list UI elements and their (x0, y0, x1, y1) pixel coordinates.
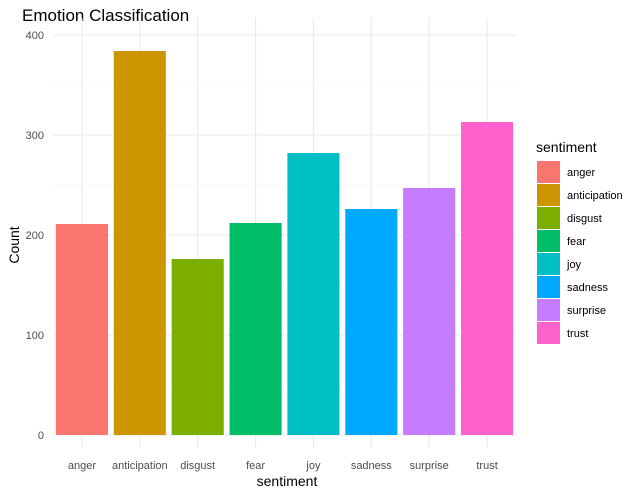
x-tick-label: surprise (410, 460, 449, 472)
legend-label: fear (567, 236, 586, 248)
x-tick-label: disgust (180, 460, 215, 472)
y-axis-ticks: 0 100 200 300 400 (26, 30, 44, 442)
legend-label: anger (567, 167, 595, 179)
x-axis-title: sentiment (257, 473, 318, 489)
legend-label: surprise (567, 305, 606, 317)
y-tick-label: 200 (26, 230, 44, 242)
legend-swatch (537, 207, 560, 229)
bar-surprise (403, 188, 456, 435)
y-tick-label: 400 (26, 30, 44, 42)
bars (55, 51, 514, 435)
bar-anticipation (113, 51, 166, 435)
legend-swatch (537, 253, 560, 275)
legend-label: disgust (567, 213, 602, 225)
legend-label: trust (567, 328, 588, 340)
bar-joy (287, 153, 340, 435)
legend-swatch (537, 161, 560, 183)
bar-fear (229, 223, 282, 435)
x-tick-label: sadness (351, 460, 392, 472)
chart-title: Emotion Classification (22, 6, 189, 25)
legend-label: joy (566, 259, 582, 271)
x-tick-label: anger (68, 460, 96, 472)
bar-sadness (345, 209, 398, 435)
bar-trust (461, 122, 514, 435)
x-tick-label: joy (305, 460, 321, 472)
legend-swatch (537, 276, 560, 298)
bar-anger (55, 224, 108, 435)
legend-swatch (537, 299, 560, 321)
legend-swatch (537, 184, 560, 206)
y-tick-label: 100 (26, 330, 44, 342)
y-tick-label: 0 (38, 430, 44, 442)
legend-swatch (537, 230, 560, 252)
x-axis-ticks: anger anticipation disgust fear joy sadness su… (68, 460, 498, 472)
legend-swatch (537, 322, 560, 344)
legend-label: anticipation (567, 190, 623, 202)
x-tick-label: anticipation (112, 460, 168, 472)
legend: sentiment anger anticipation disgust fear jo… (536, 139, 623, 344)
bar-disgust (171, 259, 224, 435)
x-tick-label: fear (246, 460, 265, 472)
legend-label: sadness (567, 282, 608, 294)
y-axis-title: Count (6, 226, 22, 263)
legend-title: sentiment (536, 139, 597, 155)
y-tick-label: 300 (26, 130, 44, 142)
x-tick-label: trust (476, 460, 497, 472)
